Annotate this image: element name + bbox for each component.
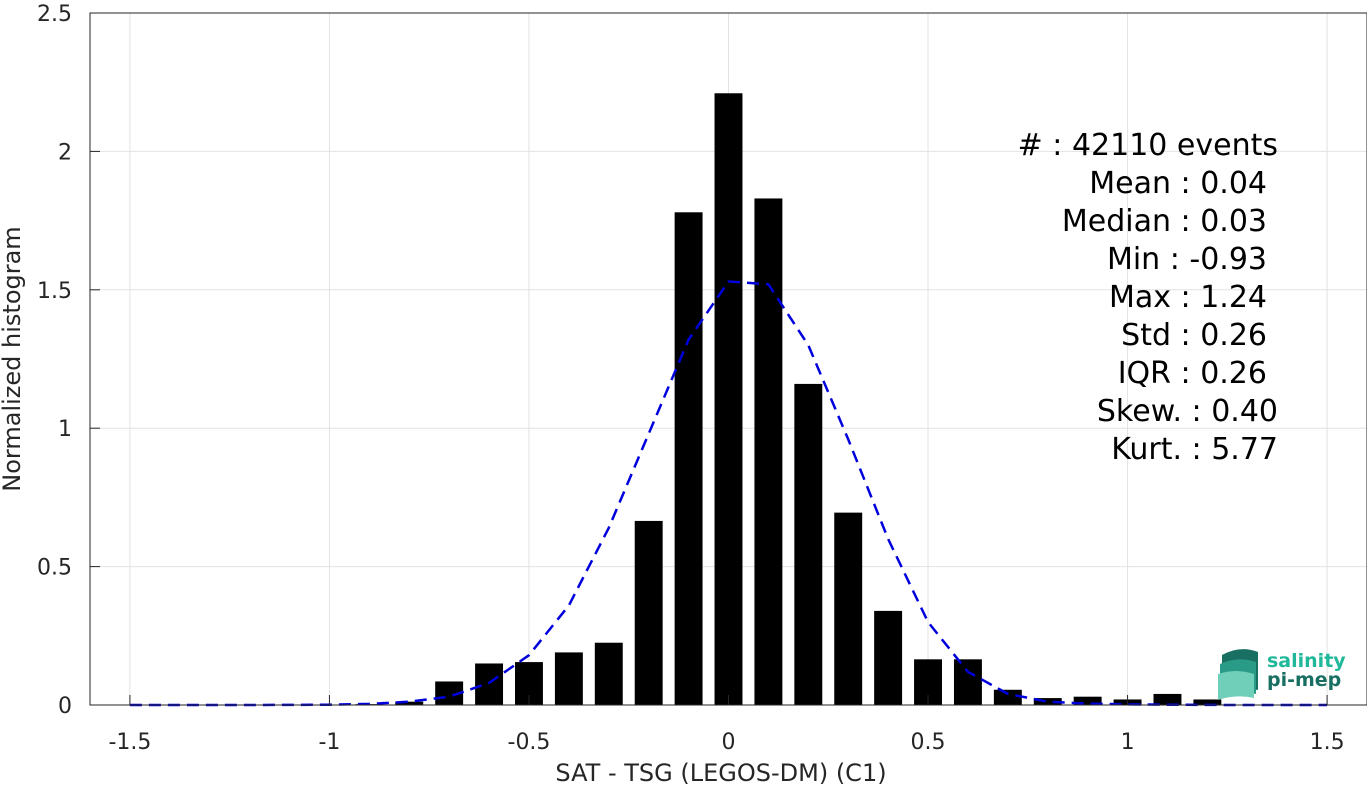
y-tick-label: 0.5 xyxy=(37,556,72,581)
axis-ticks: -1.5 -1 -0.5 0 0.5 1 1.5 0 0.5 1 1.5 2 2.5 xyxy=(37,2,1345,755)
statistics-annotation: # : 42110 events Mean : 0.04 Median : 0.… xyxy=(1018,128,1278,467)
x-tick-label: -1 xyxy=(318,730,340,755)
x-axis-label: SAT - TSG (LEGOS-DM) (C1) xyxy=(555,759,886,785)
y-tick-label: 2 xyxy=(58,140,72,165)
logo-text-pimep: pi-mep xyxy=(1267,669,1341,691)
x-tick-label: -0.5 xyxy=(508,730,551,755)
stat-median: Median : 0.03 xyxy=(1062,204,1267,239)
histogram-bar xyxy=(874,610,903,705)
y-tick-label: 1.5 xyxy=(37,279,72,304)
histogram-bar xyxy=(1193,699,1222,705)
logo-text-salinity: salinity xyxy=(1267,650,1346,672)
histogram-bars xyxy=(355,93,1222,706)
histogram-bar xyxy=(395,701,424,705)
histogram-bar xyxy=(794,383,823,705)
stat-max: Max : 1.24 xyxy=(1109,280,1267,315)
stat-kurt: Kurt. : 5.77 xyxy=(1111,432,1278,467)
y-tick-label: 2.5 xyxy=(37,2,72,27)
stat-iqr: IQR : 0.26 xyxy=(1118,356,1267,391)
x-tick-label: 0 xyxy=(722,730,736,755)
stat-std: Std : 0.26 xyxy=(1121,318,1267,353)
histogram-bar xyxy=(754,198,783,705)
x-tick-label: -1.5 xyxy=(108,730,151,755)
histogram-bar xyxy=(1153,693,1182,705)
histogram-bar xyxy=(475,663,504,705)
histogram-bar xyxy=(435,681,464,705)
histogram-bar xyxy=(714,93,743,706)
histogram-bar xyxy=(674,212,703,705)
x-tick-label: 0.5 xyxy=(911,730,946,755)
x-tick-label: 1.5 xyxy=(1310,730,1345,755)
stat-skew: Skew. : 0.40 xyxy=(1097,394,1278,429)
stat-min: Min : -0.93 xyxy=(1107,242,1267,277)
stat-mean: Mean : 0.04 xyxy=(1089,166,1267,201)
histogram-bar xyxy=(594,642,623,705)
stat-count: # : 42110 events xyxy=(1018,128,1278,163)
histogram-bar xyxy=(834,512,863,705)
y-tick-label: 1 xyxy=(58,417,72,442)
y-tick-label: 0 xyxy=(58,694,72,719)
histogram-bar xyxy=(634,520,663,705)
histogram-bar xyxy=(554,652,583,705)
y-axis-label: Normalized histogram xyxy=(0,226,26,491)
logo-wave-icon xyxy=(1218,649,1258,700)
histogram-bar xyxy=(993,689,1022,705)
salinity-pi-mep-logo: salinity pi-mep xyxy=(1218,649,1346,700)
histogram-bar xyxy=(1033,698,1062,705)
histogram-bar xyxy=(1073,696,1102,705)
x-tick-label: 1 xyxy=(1121,730,1135,755)
histogram-bar xyxy=(953,659,982,705)
